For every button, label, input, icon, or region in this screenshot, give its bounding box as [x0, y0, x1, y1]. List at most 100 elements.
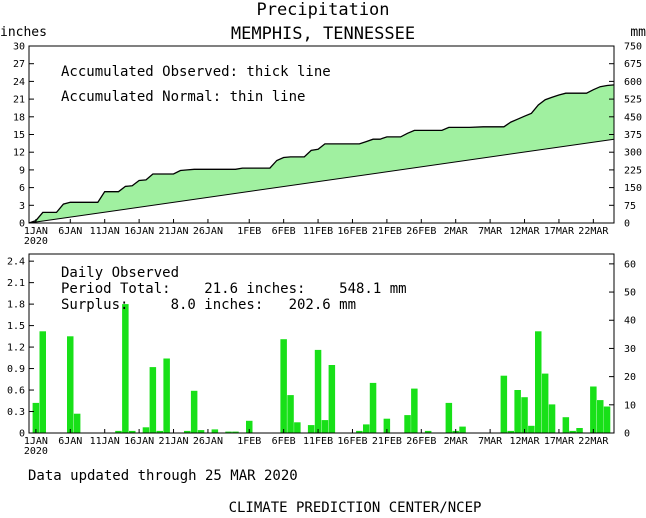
right-tick-label: 75 — [624, 201, 636, 212]
daily-annotation: Period Total: 21.6 inches: 548.1 mm — [61, 281, 407, 297]
daily-bar — [122, 304, 129, 433]
left-tick-label: 6 — [19, 183, 25, 194]
daily-bar — [541, 373, 549, 433]
daily-bar — [576, 428, 583, 433]
daily-bar — [363, 424, 370, 433]
right-unit-label: mm — [630, 25, 646, 40]
x-tick-label: 1JAN — [24, 226, 48, 237]
daily-bar — [411, 388, 418, 433]
daily-bar — [32, 402, 40, 433]
daily-x-tick-label: 2MAR — [444, 436, 469, 447]
daily-bar — [521, 397, 528, 433]
daily-bar — [190, 390, 198, 433]
x-tick-label: 11FEB — [303, 226, 333, 237]
x-tick-label: 26FEB — [406, 226, 436, 237]
daily-x-tick-label: 7MAR — [478, 436, 503, 447]
daily-x-tick-label: 12MAR — [509, 436, 540, 447]
daily-bar — [294, 422, 301, 433]
x-tick-label: 11JAN — [90, 226, 120, 237]
daily-bar — [67, 336, 74, 433]
chart-title: Precipitation — [256, 0, 389, 20]
left-tick-label: 21 — [13, 95, 25, 106]
location-title: MEMPHIS, TENNESSEE — [231, 24, 415, 44]
right-tick-label: 450 — [624, 112, 642, 123]
x-tick-label: 21FEB — [372, 226, 402, 237]
daily-x-tick-label: 26FEB — [406, 436, 436, 447]
daily-bar — [597, 400, 604, 433]
daily-bar — [314, 349, 322, 433]
daily-x-tick-label: 1FEB — [237, 436, 261, 447]
daily-left-tick-label: 1.8 — [7, 300, 25, 311]
x-tick-label: 17MAR — [544, 226, 575, 237]
daily-bar — [507, 430, 514, 433]
daily-bar — [232, 431, 239, 433]
x-tick-label: 16FEB — [337, 226, 367, 237]
daily-right-tick-label: 40 — [624, 316, 636, 327]
daily-bar — [569, 430, 576, 433]
x-tick-label: 6FEB — [272, 226, 296, 237]
daily-left-tick-label: 0.6 — [7, 386, 25, 397]
right-tick-label: 150 — [624, 183, 642, 194]
daily-left-tick-label: 1.2 — [7, 343, 25, 354]
daily-x-tick-label: 11FEB — [303, 436, 333, 447]
credit-text: CLIMATE PREDICTION CENTER/NCEP — [229, 500, 482, 516]
daily-bar — [459, 426, 466, 433]
daily-x-tick-label: 21JAN — [158, 436, 188, 447]
daily-bar — [603, 406, 611, 433]
daily-x-tick-sublabel: 2020 — [24, 446, 48, 457]
daily-bar — [500, 375, 508, 433]
left-unit-label: inches — [0, 25, 47, 40]
right-tick-label: 750 — [624, 42, 642, 53]
daily-bar — [562, 417, 570, 433]
daily-right-tick-label: 60 — [624, 259, 636, 270]
left-tick-label: 15 — [13, 130, 25, 141]
left-tick-label: 27 — [13, 59, 25, 70]
daily-x-tick-label: 16JAN — [124, 436, 154, 447]
daily-bar — [445, 402, 453, 433]
daily-right-tick-label: 10 — [624, 400, 636, 411]
left-tick-label: 0 — [19, 219, 25, 230]
left-tick-label: 30 — [13, 42, 25, 53]
daily-bar — [39, 331, 46, 433]
daily-bar — [197, 430, 205, 433]
x-tick-label: 22MAR — [578, 226, 609, 237]
x-tick-label: 12MAR — [509, 226, 540, 237]
daily-bar — [383, 418, 391, 433]
left-tick-label: 12 — [13, 148, 25, 159]
daily-bar — [548, 404, 556, 433]
daily-bar — [184, 430, 191, 433]
daily-x-tick-label: 22MAR — [578, 436, 609, 447]
daily-bar — [129, 430, 136, 433]
daily-bar — [156, 430, 163, 433]
right-tick-label: 675 — [624, 59, 642, 70]
daily-annotation: Daily Observed — [61, 265, 179, 281]
daily-x-tick-label: 6JAN — [58, 436, 82, 447]
daily-left-tick-label: 1.5 — [7, 321, 25, 332]
x-tick-label: 6JAN — [58, 226, 82, 237]
daily-left-tick-label: 2.4 — [7, 257, 25, 268]
daily-x-tick-label: 1JAN — [24, 436, 48, 447]
daily-frame — [28, 253, 615, 434]
daily-left-tick-label: 0.9 — [7, 364, 25, 375]
x-tick-label: 7MAR — [478, 226, 503, 237]
daily-right-tick-label: 0 — [624, 429, 630, 440]
x-tick-label: 1FEB — [237, 226, 261, 237]
left-tick-label: 24 — [13, 77, 25, 88]
accumulated-annotation: Accumulated Observed: thick line — [61, 64, 331, 80]
daily-annotation: Surplus: 8.0 inches: 202.6 mm — [61, 297, 356, 313]
daily-bar — [149, 367, 157, 433]
daily-bar — [328, 365, 336, 433]
daily-panel: 0 0.3 0.6 0.9 1.2 1.5 1.8 2.1 2.4 0 10 20 30 40 50 60 1J… — [7, 253, 636, 457]
right-tick-label: 300 — [624, 148, 642, 159]
daily-bar — [225, 431, 232, 433]
daily-left-tick-label: 2.1 — [7, 278, 25, 289]
right-tick-label: 600 — [624, 77, 642, 88]
daily-bar — [590, 386, 597, 433]
data-updated-text: Data updated through 25 MAR 2020 — [28, 468, 298, 484]
daily-right-tick-label: 20 — [624, 372, 636, 383]
daily-x-tick-label: 16FEB — [337, 436, 367, 447]
left-tick-label: 3 — [19, 201, 25, 212]
daily-bar — [163, 358, 170, 433]
normal-line — [28, 138, 615, 224]
